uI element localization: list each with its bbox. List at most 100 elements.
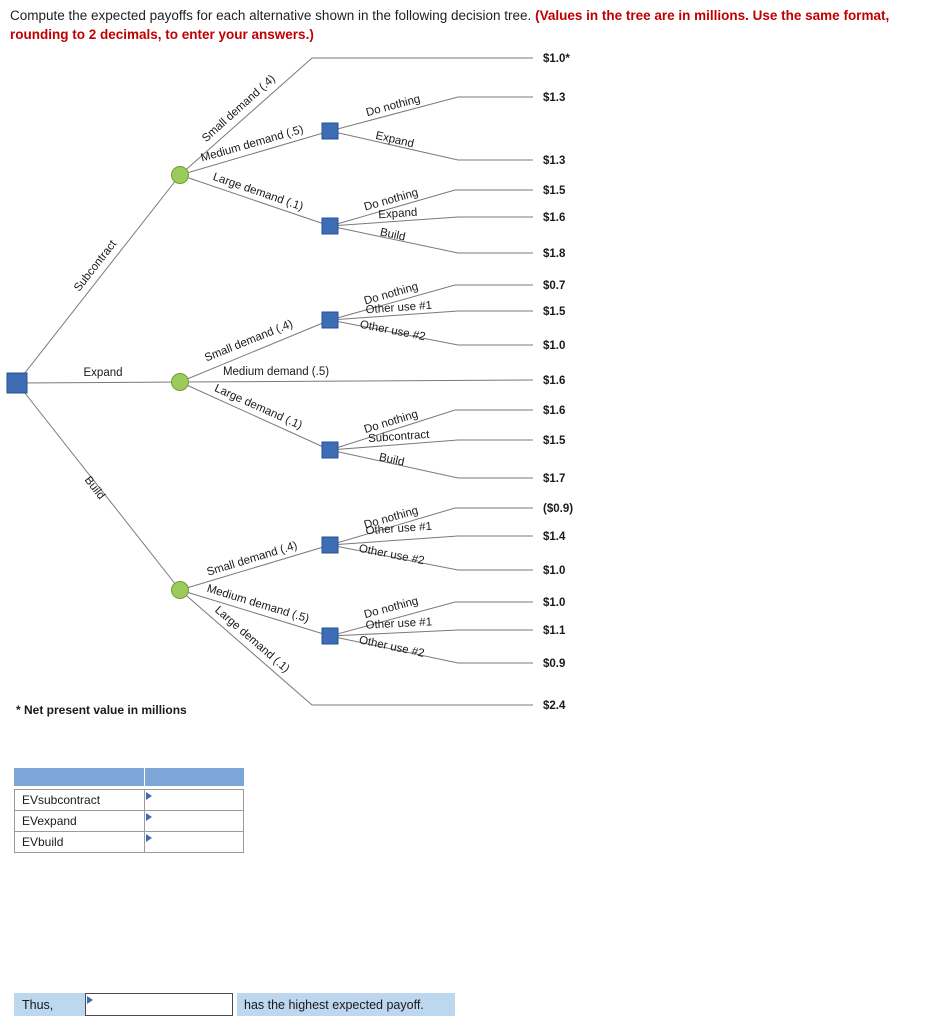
branch-label-expand: Expand bbox=[374, 130, 415, 150]
payoff-value: $1.0 bbox=[543, 565, 565, 577]
tree-edge bbox=[329, 449, 533, 479]
branch-label-expand: Expand bbox=[83, 367, 122, 379]
branch-label-expand: Expand bbox=[378, 207, 418, 222]
decision-node bbox=[321, 627, 339, 645]
payoff-value: ($0.9) bbox=[543, 503, 573, 515]
payoff-value: $1.4 bbox=[543, 531, 566, 543]
tree-footnote: * Net present value in millions bbox=[16, 703, 187, 717]
table-row: EVbuild bbox=[14, 831, 244, 853]
evbuild-label: EVbuild bbox=[14, 831, 145, 853]
tree-edge bbox=[329, 96, 533, 132]
tree-nodes bbox=[6, 122, 339, 645]
tree-edge bbox=[179, 381, 331, 451]
tree-edge bbox=[329, 319, 533, 346]
branch-label-other-use-1: Other use #1 bbox=[365, 521, 432, 538]
branch-label-build: Build bbox=[378, 452, 406, 469]
decision-tree: Subcontract Expand Build Small demand (.… bbox=[6, 53, 573, 712]
branch-label-build: Build bbox=[82, 474, 107, 502]
branch-label-other-use-2: Other use #2 bbox=[358, 634, 426, 660]
payoff-value: $1.0* bbox=[543, 53, 570, 65]
table-row: EVexpand bbox=[14, 810, 244, 832]
payoff-value: $1.3 bbox=[543, 92, 565, 104]
tree-edge bbox=[329, 189, 533, 227]
highest-payoff-cell bbox=[85, 993, 233, 1016]
tree-edge bbox=[329, 284, 533, 321]
payoff-value: $1.3 bbox=[543, 155, 565, 167]
highest-payoff-input[interactable] bbox=[86, 994, 232, 1015]
tree-edge bbox=[16, 381, 181, 384]
question-intro: Compute the expected payoffs for each al… bbox=[10, 8, 536, 23]
tree-edge bbox=[179, 589, 533, 706]
tree-edge bbox=[329, 601, 533, 637]
branch-label-other-use-2: Other use #2 bbox=[358, 543, 426, 567]
branch-label-build: Build bbox=[379, 227, 407, 244]
decision-node bbox=[321, 311, 339, 329]
branch-label-medium-demand: Medium demand (.5) bbox=[223, 366, 329, 378]
tree-edge bbox=[329, 635, 533, 664]
payoff-value: $0.7 bbox=[543, 280, 565, 292]
tree-edges bbox=[16, 57, 534, 706]
decision-node bbox=[321, 536, 339, 554]
tree-edge bbox=[329, 409, 533, 451]
tree-edge bbox=[179, 319, 331, 383]
table-row: EVsubcontract bbox=[14, 789, 244, 811]
evbuild-input[interactable] bbox=[145, 832, 243, 852]
evexpand-cell bbox=[145, 810, 244, 832]
payoff-value: $1.0 bbox=[543, 597, 565, 609]
branch-labels: Subcontract Expand Build Small demand (.… bbox=[72, 73, 432, 676]
tree-edge bbox=[329, 629, 533, 637]
tree-edge bbox=[179, 174, 331, 227]
tree-edge bbox=[329, 535, 533, 546]
chance-node-build bbox=[171, 581, 189, 599]
question-text: Compute the expected payoffs for each al… bbox=[10, 7, 932, 45]
payoff-value: $0.9 bbox=[543, 658, 565, 670]
evbuild-cell bbox=[145, 831, 244, 853]
answer-table-header-label-cell bbox=[14, 768, 145, 786]
tree-edge bbox=[329, 225, 533, 254]
answer-table: EVsubcontract EVexpand EVbuild bbox=[14, 768, 244, 853]
payoff-value: $2.4 bbox=[543, 700, 566, 712]
payoff-value: $1.5 bbox=[543, 185, 566, 197]
tree-edge bbox=[179, 57, 533, 176]
conclusion-prefix: Thus, bbox=[14, 993, 85, 1016]
branch-label-other-use-1: Other use #1 bbox=[365, 616, 432, 631]
tree-edge bbox=[329, 216, 533, 227]
chance-node-subcontract bbox=[171, 166, 189, 184]
tree-edge bbox=[179, 130, 331, 176]
payoff-values: $1.0* $1.3 $1.3 $1.5 $1.6 $1.8 $0.7 $1.5… bbox=[543, 53, 573, 712]
chance-node-expand bbox=[171, 373, 189, 391]
decision-node bbox=[321, 217, 339, 235]
evsubcontract-label: EVsubcontract bbox=[14, 789, 145, 811]
branch-label-small-demand: Small demand (.4) bbox=[205, 540, 299, 579]
conclusion-suffix: has the highest expected payoff. bbox=[237, 993, 455, 1016]
evexpand-input[interactable] bbox=[145, 811, 243, 831]
payoff-value: $1.7 bbox=[543, 473, 565, 485]
branch-label-do-nothing: Do nothing bbox=[365, 93, 422, 119]
tree-edge bbox=[179, 544, 331, 591]
question-emphasis: (Values in the tree are in millions. Use… bbox=[10, 8, 890, 42]
evsubcontract-input[interactable] bbox=[145, 790, 243, 810]
conclusion-sentence: Thus, has the highest expected payoff. bbox=[14, 993, 455, 1016]
payoff-value: $1.5 bbox=[543, 306, 566, 318]
answer-table-header-input-cell bbox=[145, 768, 244, 786]
branch-label-subcontract: Subcontract bbox=[72, 238, 120, 294]
branch-label-subcontract: Subcontract bbox=[368, 429, 431, 445]
branch-label-large-demand: Large demand (.1) bbox=[211, 171, 305, 213]
payoff-value: $1.1 bbox=[543, 625, 566, 637]
decision-node bbox=[321, 441, 339, 459]
payoff-value: $1.5 bbox=[543, 435, 566, 447]
tree-edge bbox=[329, 507, 533, 546]
tree-edge bbox=[16, 174, 181, 384]
branch-label-large-demand: Large demand (.1) bbox=[213, 383, 304, 433]
tree-edge bbox=[329, 310, 533, 321]
payoff-value: $1.6 bbox=[543, 212, 565, 224]
answer-table-header bbox=[14, 768, 244, 786]
branch-label-small-demand: Small demand (.4) bbox=[203, 318, 295, 364]
payoff-value: $1.6 bbox=[543, 375, 565, 387]
root-decision-node bbox=[6, 372, 28, 394]
branch-label-other-use-1: Other use #1 bbox=[365, 300, 432, 317]
tree-edge bbox=[16, 382, 181, 591]
branch-label-other-use-2: Other use #2 bbox=[359, 319, 427, 343]
payoff-value: $1.8 bbox=[543, 248, 566, 260]
